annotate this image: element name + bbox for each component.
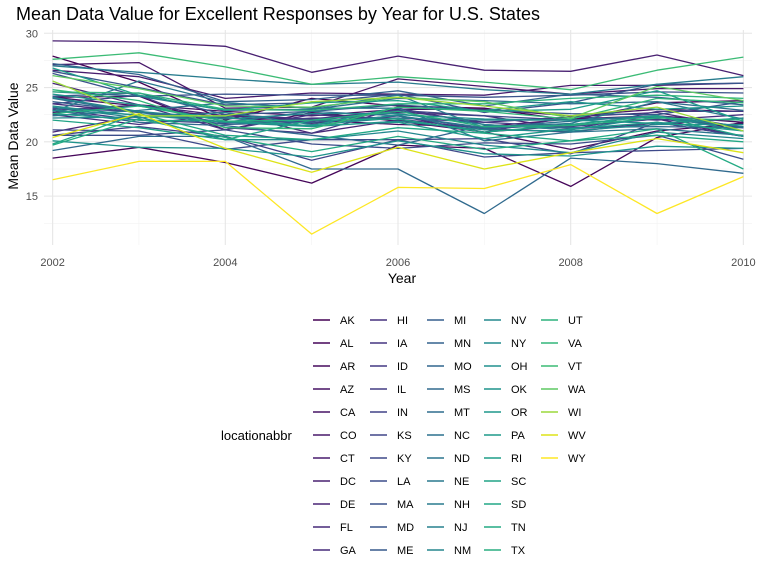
legend-label-ia: IA bbox=[397, 338, 408, 350]
legend-label-sc: SC bbox=[511, 476, 526, 488]
legend-label-mt: MT bbox=[454, 407, 470, 419]
legend-label-ca: CA bbox=[340, 407, 356, 419]
legend-label-mn: MN bbox=[454, 338, 471, 350]
legend-label-az: AZ bbox=[340, 384, 354, 396]
legend-label-va: VA bbox=[568, 338, 583, 350]
chart-title: Mean Data Value for Excellent Responses … bbox=[16, 4, 540, 24]
legend-label-ms: MS bbox=[454, 384, 471, 396]
legend-label-ok: OK bbox=[511, 384, 528, 396]
series-line-nd bbox=[52, 102, 744, 142]
legend-label-ma: MA bbox=[397, 499, 414, 511]
legend-label-la: LA bbox=[397, 476, 411, 488]
y-axis-ticks: 15 20 25 30 bbox=[26, 28, 38, 203]
legend: AK AL AR AZ CA CO CT DC DE FL GA HI IA ID IL IN KS KY LA MA… bbox=[313, 315, 586, 557]
legend-label-ny: NY bbox=[511, 338, 527, 350]
legend-label-wi: WI bbox=[568, 407, 581, 419]
series-line-ny bbox=[52, 109, 744, 132]
series-line-ut bbox=[52, 91, 744, 112]
legend-label-nm: NM bbox=[454, 545, 471, 557]
series-line-nm bbox=[52, 96, 744, 131]
series-line-dc bbox=[52, 40, 744, 77]
legend-label-me: ME bbox=[397, 545, 414, 557]
series-line-ms bbox=[52, 135, 744, 215]
legend-label-vt: VT bbox=[568, 361, 582, 373]
series-line-sd bbox=[52, 112, 744, 145]
series-line-nh bbox=[52, 65, 744, 95]
legend-label-ar: AR bbox=[340, 361, 355, 373]
legend-label-sd: SD bbox=[511, 499, 526, 511]
legend-label-nj: NJ bbox=[454, 522, 467, 534]
y-tick-label: 30 bbox=[26, 28, 38, 40]
series-line-vt bbox=[52, 52, 744, 91]
series-line-tx bbox=[52, 105, 744, 128]
series-line-ky bbox=[52, 129, 744, 158]
series-line-ne bbox=[52, 80, 744, 129]
legend-label-pa: PA bbox=[511, 430, 526, 442]
x-tick-label: 2010 bbox=[731, 257, 755, 269]
legend-label-co: CO bbox=[340, 430, 357, 442]
x-tick-label: 2006 bbox=[386, 257, 410, 269]
legend-label-al: AL bbox=[340, 338, 353, 350]
legend-label-id: ID bbox=[397, 361, 408, 373]
series-line-wv bbox=[52, 112, 744, 173]
y-axis-title: Mean Data Value bbox=[5, 82, 21, 189]
legend-label-ct: CT bbox=[340, 453, 355, 465]
legend-label-mi: MI bbox=[454, 315, 466, 327]
legend-label-tx: TX bbox=[511, 545, 526, 557]
series-line-md bbox=[52, 70, 744, 114]
series-line-la bbox=[52, 129, 744, 160]
legend-label-wv: WV bbox=[568, 430, 586, 442]
legend-title: locationabbr bbox=[221, 428, 292, 443]
legend-label-in: IN bbox=[397, 407, 408, 419]
series-line-ca bbox=[52, 104, 744, 117]
x-axis-ticks: 2002 2004 2006 2008 2010 bbox=[40, 257, 755, 269]
series-line-wy bbox=[52, 160, 744, 235]
legend-label-or: OR bbox=[511, 407, 528, 419]
legend-label-ks: KS bbox=[397, 430, 412, 442]
y-tick-label: 20 bbox=[26, 137, 38, 149]
legend-label-il: IL bbox=[397, 384, 406, 396]
legend-label-nv: NV bbox=[511, 315, 527, 327]
series-lines bbox=[52, 40, 744, 235]
x-tick-label: 2002 bbox=[40, 257, 64, 269]
legend-label-de: DE bbox=[340, 499, 355, 511]
series-line-va bbox=[52, 89, 744, 130]
x-tick-label: 2004 bbox=[213, 257, 237, 269]
legend-label-nc: NC bbox=[454, 430, 470, 442]
legend-label-ut: UT bbox=[568, 315, 583, 327]
legend-label-dc: DC bbox=[340, 476, 356, 488]
legend-label-wa: WA bbox=[568, 384, 586, 396]
legend-label-nd: ND bbox=[454, 453, 470, 465]
legend-label-ri: RI bbox=[511, 453, 522, 465]
series-line-mt bbox=[52, 91, 744, 112]
legend-label-fl: FL bbox=[340, 522, 353, 534]
y-tick-label: 25 bbox=[26, 83, 38, 95]
legend-label-ky: KY bbox=[397, 453, 412, 465]
legend-label-ga: GA bbox=[340, 545, 357, 557]
legend-label-md: MD bbox=[397, 522, 414, 534]
gridlines bbox=[44, 30, 752, 245]
legend-label-hi: HI bbox=[397, 315, 408, 327]
legend-label-wy: WY bbox=[568, 453, 586, 465]
series-line-wi bbox=[52, 80, 744, 132]
y-tick-label: 15 bbox=[26, 191, 38, 203]
legend-label-nh: NH bbox=[454, 499, 470, 511]
legend-label-oh: OH bbox=[511, 361, 528, 373]
legend-label-mo: MO bbox=[454, 361, 472, 373]
series-line-sc bbox=[52, 115, 744, 141]
x-tick-label: 2008 bbox=[558, 257, 582, 269]
legend-label-tn: TN bbox=[511, 522, 526, 534]
legend-label-ne: NE bbox=[454, 476, 469, 488]
series-line-ok bbox=[52, 140, 744, 158]
x-axis-title: Year bbox=[388, 270, 417, 286]
legend-label-ak: AK bbox=[340, 315, 355, 327]
